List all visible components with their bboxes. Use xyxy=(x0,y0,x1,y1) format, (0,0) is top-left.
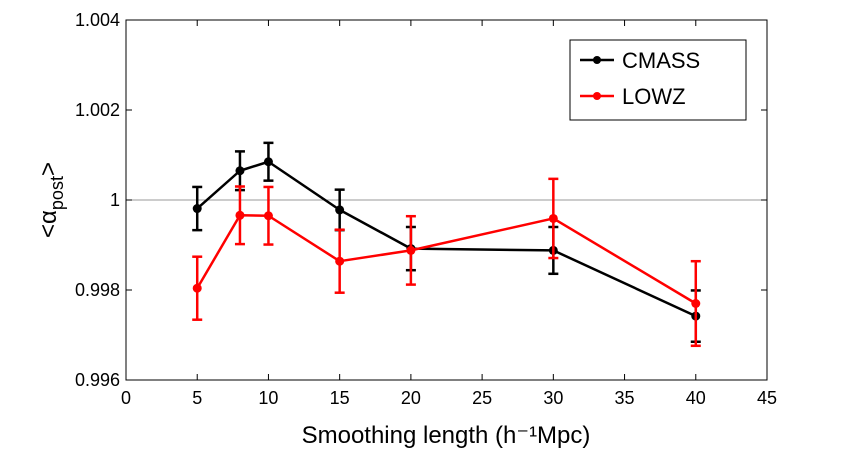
x-tick-label: 45 xyxy=(757,388,777,408)
y-axis-title-main: <α xyxy=(35,210,62,238)
data-point-lowz xyxy=(548,213,558,223)
data-point-lowz xyxy=(691,299,701,308)
x-tick-label: 15 xyxy=(330,388,350,408)
legend-cmass-marker xyxy=(593,56,601,64)
legend-lowz-label: LOWZ xyxy=(622,84,686,109)
y-axis-title: <αpost> xyxy=(35,162,67,238)
data-point-lowz xyxy=(192,283,202,293)
plot-frame xyxy=(125,19,768,381)
data-point-cmass xyxy=(235,166,245,176)
x-tick-label: 5 xyxy=(192,388,202,408)
x-tick-label: 40 xyxy=(686,388,706,408)
legend-cmass-label: CMASS xyxy=(622,48,700,73)
legend: CMASS LOWZ xyxy=(569,39,747,121)
y-tick-label: 0.998 xyxy=(75,280,120,300)
series-lowz xyxy=(192,177,701,348)
x-tick-label: 25 xyxy=(472,388,492,408)
series-layer xyxy=(192,141,701,348)
data-point-lowz xyxy=(235,210,245,220)
x-tick-label: 10 xyxy=(258,388,278,408)
data-point-lowz xyxy=(406,245,416,255)
x-tick-label: 20 xyxy=(401,388,421,408)
legend-lowz-marker xyxy=(593,92,601,100)
y-axis-title-subscript: post xyxy=(47,176,67,210)
x-axis-title: Smoothing length (h⁻¹Mpc) xyxy=(302,422,591,449)
x-tick-label: 35 xyxy=(615,388,635,408)
y-tick-label: 1 xyxy=(110,190,120,210)
y-axis-title-end: > xyxy=(35,162,62,176)
data-point-lowz xyxy=(335,256,345,266)
y-tick-label: 1.002 xyxy=(75,100,120,120)
x-tick-label: 30 xyxy=(543,388,563,408)
x-tick-label: 0 xyxy=(121,388,131,408)
data-point-cmass xyxy=(335,205,345,215)
y-tick-label: 0.996 xyxy=(75,370,120,390)
legend-box xyxy=(569,39,747,121)
axis-ticks: 0 5 10 15 20 25 30 35 40 45 0.996 0.998 1 1.002 1.004 xyxy=(75,10,777,408)
data-point-lowz xyxy=(263,211,273,221)
data-point-cmass xyxy=(263,157,273,167)
data-point-cmass xyxy=(192,204,202,214)
y-tick-label: 1.004 xyxy=(75,10,120,30)
